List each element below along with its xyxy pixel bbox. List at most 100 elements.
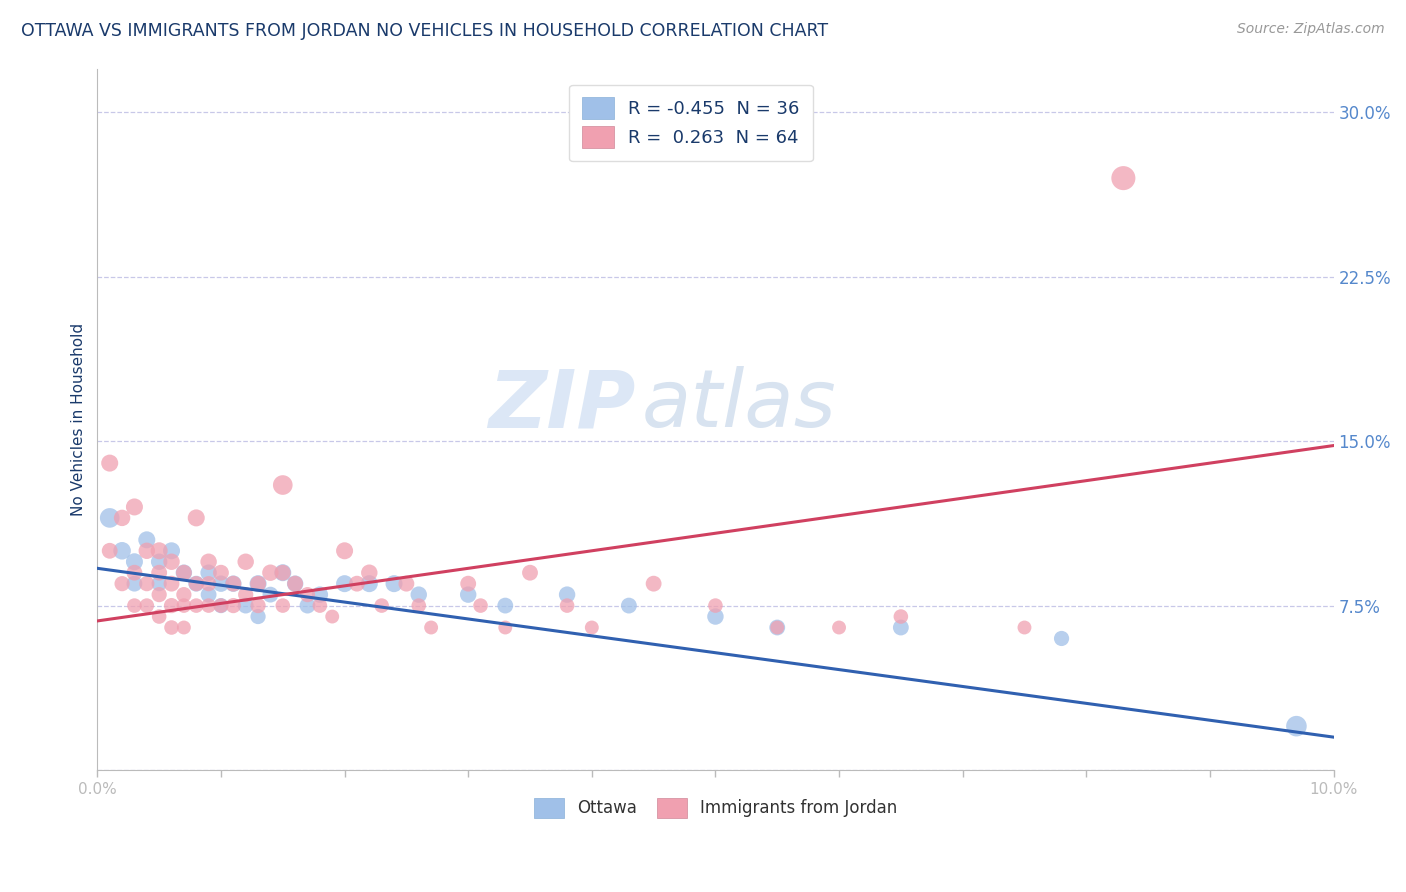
Point [160, 543, 183, 558]
Point [408, 599, 430, 613]
Point [124, 576, 146, 591]
Text: atlas: atlas [641, 367, 837, 444]
Point [704, 599, 727, 613]
Point [271, 599, 294, 613]
Point [197, 576, 219, 591]
Point [555, 599, 578, 613]
Point [135, 543, 157, 558]
Text: ZIP: ZIP [488, 367, 636, 444]
Point [494, 620, 516, 634]
Point [160, 620, 183, 634]
Point [186, 576, 208, 591]
Point [173, 599, 195, 613]
Point [124, 500, 146, 514]
Point [186, 511, 208, 525]
Point [617, 599, 640, 613]
Point [197, 555, 219, 569]
Point [271, 566, 294, 580]
Point [457, 588, 479, 602]
Point [395, 576, 418, 591]
Point [271, 566, 294, 580]
Point [359, 566, 381, 580]
Point [643, 576, 665, 591]
Y-axis label: No Vehicles in Household: No Vehicles in Household [72, 323, 86, 516]
Point [308, 599, 330, 613]
Point [494, 599, 516, 613]
Point [124, 566, 146, 580]
Point [98, 543, 121, 558]
Point [370, 599, 392, 613]
Point [766, 620, 789, 634]
Point [284, 576, 307, 591]
Point [284, 576, 307, 591]
Point [581, 620, 603, 634]
Point [1285, 719, 1308, 733]
Point [111, 543, 134, 558]
Point [259, 566, 281, 580]
Point [209, 576, 232, 591]
Point [555, 588, 578, 602]
Point [247, 599, 270, 613]
Point [135, 599, 157, 613]
Point [135, 576, 157, 591]
Point [197, 599, 219, 613]
Point [519, 566, 541, 580]
Point [186, 576, 208, 591]
Point [247, 576, 270, 591]
Point [470, 599, 492, 613]
Point [259, 588, 281, 602]
Point [222, 576, 245, 591]
Point [160, 576, 183, 591]
Point [197, 588, 219, 602]
Point [160, 555, 183, 569]
Point [382, 576, 405, 591]
Point [1050, 632, 1073, 646]
Point [828, 620, 851, 634]
Point [209, 599, 232, 613]
Point [247, 609, 270, 624]
Point [148, 543, 170, 558]
Point [209, 566, 232, 580]
Point [247, 576, 270, 591]
Point [111, 576, 134, 591]
Point [124, 555, 146, 569]
Point [1112, 171, 1135, 186]
Point [271, 478, 294, 492]
Point [186, 599, 208, 613]
Point [333, 543, 356, 558]
Point [333, 576, 356, 591]
Point [98, 511, 121, 525]
Point [420, 620, 443, 634]
Point [235, 555, 257, 569]
Point [346, 576, 368, 591]
Point [173, 566, 195, 580]
Point [308, 588, 330, 602]
Point [408, 588, 430, 602]
Point [173, 620, 195, 634]
Point [766, 620, 789, 634]
Point [173, 588, 195, 602]
Point [135, 533, 157, 547]
Point [890, 620, 912, 634]
Point [160, 599, 183, 613]
Point [890, 609, 912, 624]
Point [98, 456, 121, 470]
Point [235, 599, 257, 613]
Point [222, 599, 245, 613]
Point [297, 588, 319, 602]
Point [148, 566, 170, 580]
Point [173, 566, 195, 580]
Point [235, 588, 257, 602]
Point [704, 609, 727, 624]
Point [148, 588, 170, 602]
Point [197, 566, 219, 580]
Text: Source: ZipAtlas.com: Source: ZipAtlas.com [1237, 22, 1385, 37]
Point [124, 599, 146, 613]
Point [457, 576, 479, 591]
Point [148, 555, 170, 569]
Legend: Ottawa, Immigrants from Jordan: Ottawa, Immigrants from Jordan [527, 791, 904, 825]
Point [222, 576, 245, 591]
Point [148, 576, 170, 591]
Point [321, 609, 343, 624]
Point [111, 511, 134, 525]
